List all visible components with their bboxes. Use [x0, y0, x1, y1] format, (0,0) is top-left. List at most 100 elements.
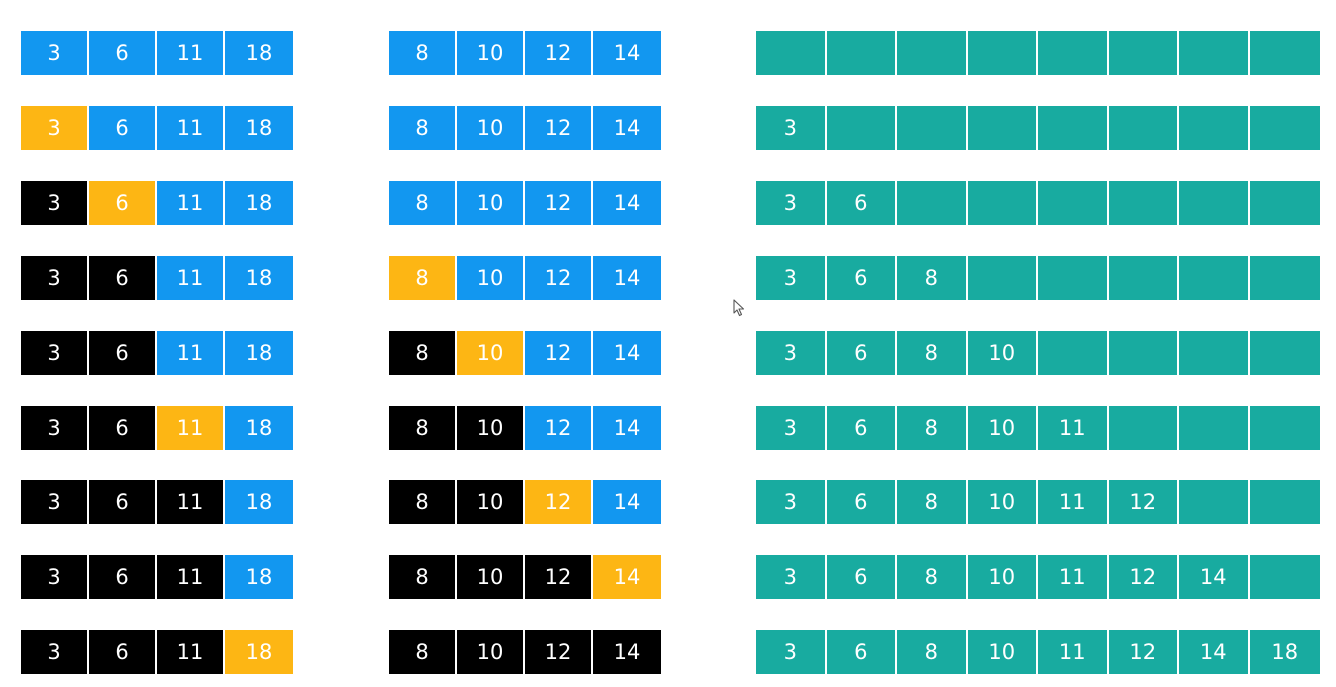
merged-array-row-cell: 14: [1179, 555, 1250, 599]
right-array-row-cell: 8: [389, 181, 457, 225]
merged-array-row-cell: [1179, 181, 1250, 225]
right-array-row: 8 10 12 14: [389, 480, 661, 524]
left-array-row-cell: 3: [21, 630, 89, 674]
merged-array-row-cell: [756, 31, 827, 75]
right-array-row-cell: 14: [593, 181, 661, 225]
left-array-row-cell: 3: [21, 331, 89, 375]
left-array-row-cell: 11: [157, 331, 225, 375]
merged-array-row-cell: [1179, 256, 1250, 300]
merged-array-row-cell: 10: [967, 331, 1038, 375]
right-array-row: 8 10 12 14: [389, 256, 661, 300]
left-array-row-cell: 18: [225, 256, 293, 300]
left-array-row: 3 6 11 18: [21, 331, 293, 375]
right-array-row-cell: 14: [593, 31, 661, 75]
left-array-row: 3 6 11 18: [21, 106, 293, 150]
merged-array-row-cell: [1108, 331, 1179, 375]
merged-array-row-cell: [1249, 331, 1320, 375]
left-array-row-cell: 3: [21, 181, 89, 225]
left-array-row-cell: 11: [157, 106, 225, 150]
right-array-row-cell: 12: [525, 181, 593, 225]
merged-array-row-cell: 10: [967, 480, 1038, 524]
right-array-row-cell: 12: [525, 106, 593, 150]
merged-array-row-cell: 3: [756, 256, 827, 300]
merged-array-row-cell: [1249, 31, 1320, 75]
merged-array-row-cell: 6: [826, 181, 897, 225]
merged-array-row-cell: 3: [756, 406, 827, 450]
right-array-row-cell: 8: [389, 630, 457, 674]
right-array-row-cell: 8: [389, 555, 457, 599]
merged-array-row-cell: 8: [897, 406, 968, 450]
right-array-row-cell: 14: [593, 555, 661, 599]
merged-array-row-cell: 10: [967, 555, 1038, 599]
merged-array-row-cell: [1038, 31, 1109, 75]
left-array-row-cell: 6: [89, 106, 157, 150]
merged-array-row-cell: 8: [897, 555, 968, 599]
merged-array-row-cell: [1249, 555, 1320, 599]
left-array-row-cell: 11: [157, 630, 225, 674]
right-array-row-cell: 8: [389, 106, 457, 150]
merged-array-row: 3 6 8 10: [756, 331, 1320, 375]
merged-array-row-cell: 6: [826, 406, 897, 450]
right-array-row-cell: 10: [457, 630, 525, 674]
right-array-row-cell: 10: [457, 106, 525, 150]
merged-array-row-cell: [1108, 181, 1179, 225]
merged-array-row: [756, 31, 1320, 75]
merged-array-row-cell: [1179, 480, 1250, 524]
right-array-row-cell: 12: [525, 406, 593, 450]
left-array-row-cell: 3: [21, 555, 89, 599]
merged-array-row-cell: 8: [897, 630, 968, 674]
right-array-row-cell: 8: [389, 331, 457, 375]
right-array-row-cell: 10: [457, 406, 525, 450]
merged-array-row-cell: [1249, 256, 1320, 300]
merged-array-row-cell: 3: [756, 331, 827, 375]
merged-array-row: 3 6 8 10 11 12 14: [756, 555, 1320, 599]
merged-array-row-cell: 10: [967, 406, 1038, 450]
merged-array-row-cell: 6: [826, 480, 897, 524]
right-array-row-cell: 10: [457, 331, 525, 375]
merged-array-row-cell: [1179, 331, 1250, 375]
merged-array-row: 3 6 8 10 11 12 14 18: [756, 630, 1320, 674]
left-array-row-cell: 3: [21, 106, 89, 150]
left-array-row: 3 6 11 18: [21, 256, 293, 300]
merged-array-row-cell: 3: [756, 480, 827, 524]
merged-array-row-cell: 6: [826, 555, 897, 599]
merged-array-row-cell: 6: [826, 630, 897, 674]
left-array-row-cell: 6: [89, 480, 157, 524]
right-array-row-cell: 12: [525, 480, 593, 524]
merged-array-row-cell: 11: [1038, 630, 1109, 674]
left-array-row-cell: 6: [89, 555, 157, 599]
right-array-row-cell: 8: [389, 480, 457, 524]
right-array-row: 8 10 12 14: [389, 555, 661, 599]
merged-array-row-cell: [897, 106, 968, 150]
right-array-row: 8 10 12 14: [389, 331, 661, 375]
merged-array-row-cell: [967, 31, 1038, 75]
merged-array-row-cell: [1249, 480, 1320, 524]
mouse-pointer-icon: [733, 299, 745, 317]
merged-array-row-cell: 10: [967, 630, 1038, 674]
right-array-row-cell: 10: [457, 256, 525, 300]
left-array-row-cell: 18: [225, 31, 293, 75]
merged-array-row-cell: [1108, 106, 1179, 150]
right-array-row-cell: 10: [457, 181, 525, 225]
left-array-row-cell: 11: [157, 555, 225, 599]
merged-array-row-cell: 11: [1038, 480, 1109, 524]
left-array-row: 3 6 11 18: [21, 31, 293, 75]
left-array-row-cell: 18: [225, 331, 293, 375]
left-array-row-cell: 18: [225, 630, 293, 674]
merged-array-row-cell: 18: [1249, 630, 1320, 674]
merged-array-row-cell: [1179, 31, 1250, 75]
merged-array-row-cell: [826, 106, 897, 150]
merged-array-row-cell: [826, 31, 897, 75]
right-array-row-cell: 14: [593, 630, 661, 674]
merged-array-row-cell: [897, 31, 968, 75]
left-array-row-cell: 18: [225, 406, 293, 450]
left-array-row-cell: 11: [157, 181, 225, 225]
right-array-row: 8 10 12 14: [389, 406, 661, 450]
merged-array-row-cell: 8: [897, 331, 968, 375]
merged-array-row-cell: [967, 181, 1038, 225]
right-array-row-cell: 14: [593, 406, 661, 450]
left-array-row-cell: 3: [21, 31, 89, 75]
left-array-row-cell: 11: [157, 406, 225, 450]
right-array-row-cell: 8: [389, 31, 457, 75]
